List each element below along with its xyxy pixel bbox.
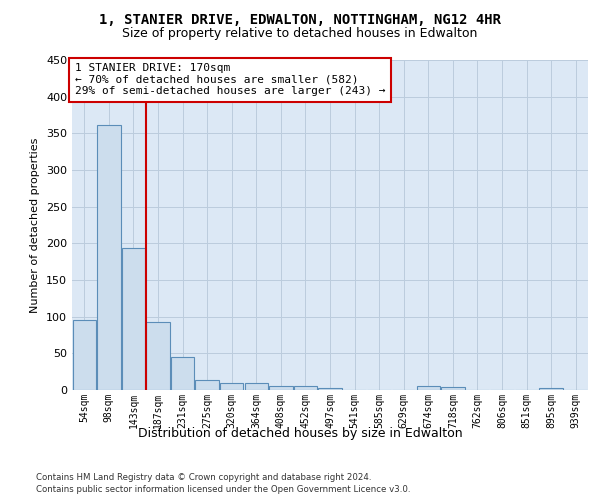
Bar	[245, 382, 268, 390]
Text: Size of property relative to detached houses in Edwalton: Size of property relative to detached ho…	[122, 28, 478, 40]
Text: Contains public sector information licensed under the Open Government Licence v3: Contains public sector information licen…	[36, 485, 410, 494]
Y-axis label: Number of detached properties: Number of detached properties	[31, 138, 40, 312]
Bar	[220, 382, 244, 390]
Bar	[171, 357, 194, 390]
Bar	[416, 386, 440, 390]
Bar	[196, 380, 219, 390]
Bar	[269, 386, 293, 390]
Text: 1 STANIER DRIVE: 170sqm
← 70% of detached houses are smaller (582)
29% of semi-d: 1 STANIER DRIVE: 170sqm ← 70% of detache…	[74, 64, 385, 96]
Bar	[122, 248, 145, 390]
Bar	[73, 320, 96, 390]
Text: Contains HM Land Registry data © Crown copyright and database right 2024.: Contains HM Land Registry data © Crown c…	[36, 472, 371, 482]
Bar	[97, 124, 121, 390]
Bar	[539, 388, 563, 390]
Text: Distribution of detached houses by size in Edwalton: Distribution of detached houses by size …	[137, 428, 463, 440]
Bar	[294, 386, 317, 390]
Bar	[319, 388, 341, 390]
Text: 1, STANIER DRIVE, EDWALTON, NOTTINGHAM, NG12 4HR: 1, STANIER DRIVE, EDWALTON, NOTTINGHAM, …	[99, 12, 501, 26]
Bar	[441, 387, 464, 390]
Bar	[146, 322, 170, 390]
